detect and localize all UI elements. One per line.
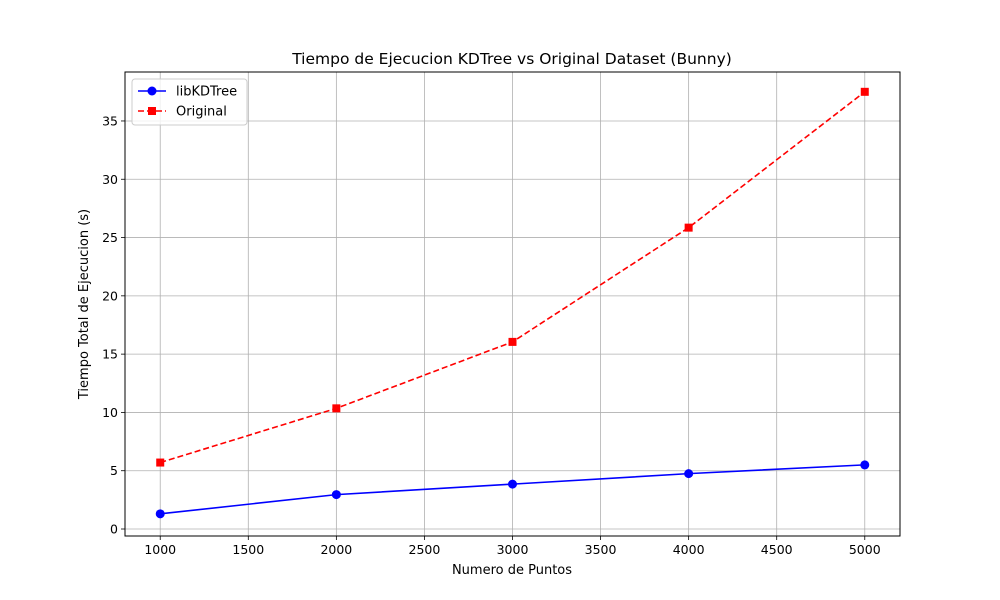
y-tick-label: 0 [110, 522, 118, 537]
y-tick-label: 20 [102, 288, 118, 303]
x-tick-label: 1500 [232, 542, 264, 557]
data-point-libkdtree [508, 479, 517, 489]
data-point-libkdtree [684, 469, 694, 479]
legend-item-original: Original [138, 105, 227, 120]
y-tick-label: 15 [102, 347, 118, 362]
series-layer [155, 87, 870, 519]
x-axis-label: Numero de Puntos [452, 563, 572, 578]
data-point-original [508, 337, 517, 346]
legend-label-original: Original [176, 105, 227, 120]
x-tick-label: 4500 [761, 542, 793, 557]
x-tick-label: 2500 [409, 542, 441, 557]
y-tick-label: 5 [110, 463, 118, 478]
data-point-libkdtree [860, 460, 870, 470]
y-tick-label: 10 [102, 405, 118, 420]
x-tick-label: 3000 [497, 542, 529, 557]
x-tick-label: 2000 [320, 542, 352, 557]
legend-label-libkdtree: libKDTree [176, 85, 237, 100]
y-axis-ticks: 0 5 10 15 20 25 30 35 [102, 113, 125, 537]
data-point-original [684, 223, 693, 232]
grid [125, 72, 900, 536]
y-tick-label: 35 [102, 113, 118, 128]
x-axis-ticks: 1000 1500 2000 2500 3000 3500 4000 4500 5000 [144, 536, 881, 557]
legend-marker-original [148, 107, 156, 115]
y-tick-label: 25 [102, 230, 118, 245]
data-point-libkdtree [331, 490, 341, 500]
legend-item-libkdtree: libKDTree [138, 85, 237, 100]
y-tick-label: 30 [102, 172, 118, 187]
series-original [156, 87, 869, 467]
x-tick-label: 3500 [585, 542, 617, 557]
legend: libKDTree Original [131, 78, 248, 126]
series-libkdtree [155, 460, 870, 519]
legend-marker-libkdtree [147, 86, 157, 96]
x-tick-label: 4000 [673, 542, 705, 557]
chart-title: Tiempo de Ejecucion KDTree vs Original D… [291, 50, 732, 68]
data-point-original [860, 87, 869, 96]
data-point-libkdtree [155, 509, 165, 519]
x-tick-label: 1000 [144, 542, 176, 557]
data-point-original [332, 404, 341, 413]
x-tick-label: 5000 [849, 542, 881, 557]
y-axis-label: Tiempo Total de Ejecucion (s) [77, 209, 92, 400]
data-point-original [156, 458, 165, 467]
